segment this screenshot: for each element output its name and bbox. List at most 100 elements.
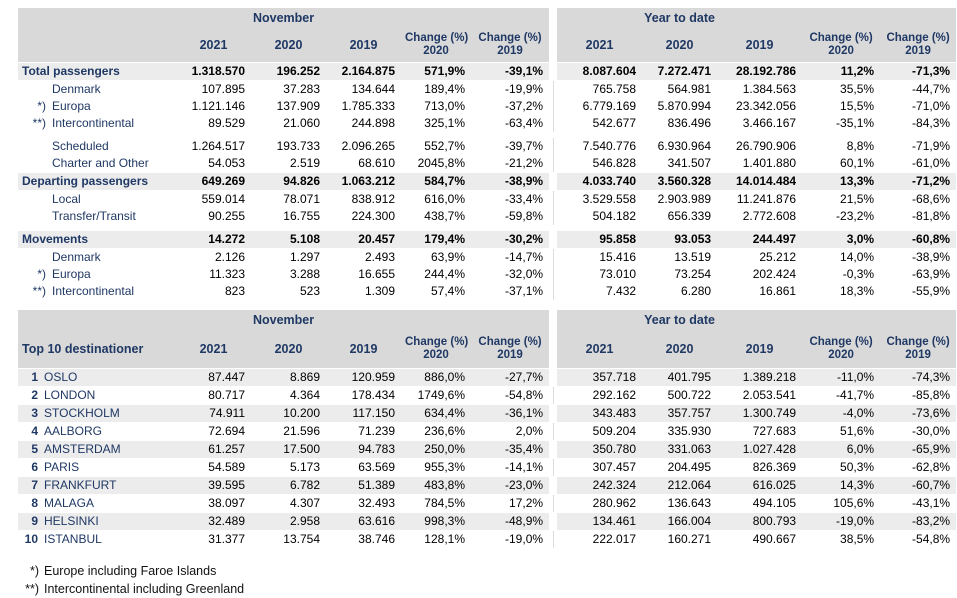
table1-corner-cell xyxy=(18,28,176,62)
value-cell: 2.053.541 xyxy=(742,387,797,402)
value-cell: 823 xyxy=(224,284,245,298)
stat-row: Local 559.014 78.071 838.912 616,0% -33,4% 3.5… xyxy=(18,190,956,208)
value-cell: 1.300.749 xyxy=(717,403,803,423)
value-cell: 1.785.333 xyxy=(341,98,395,113)
col-nov-2020: 2020 xyxy=(251,330,326,368)
row-label: Scheduled xyxy=(52,138,109,153)
group-header-filler xyxy=(802,310,957,330)
value-cell: 325,1% xyxy=(424,115,465,130)
col-ytd-2021: 2021 xyxy=(557,28,643,62)
block-divider xyxy=(549,207,558,225)
footnotes: *) Europe including Faroe Islands **) Inte… xyxy=(18,562,957,598)
block-divider xyxy=(549,310,558,330)
value-cell: -61,0% xyxy=(912,155,951,170)
value-cell: 331.063 xyxy=(642,439,718,459)
value-cell: 1.384.563 xyxy=(742,81,797,96)
value-cell: 1.309 xyxy=(364,284,395,298)
change-label: Change (%) xyxy=(809,31,873,44)
row-label: STOCKHOLM xyxy=(44,405,120,420)
value-cell: 95.858 xyxy=(557,230,643,249)
value-cell: -48,9% xyxy=(471,511,550,531)
value-cell: 90.255 xyxy=(208,208,245,223)
value-cell: 17,2% xyxy=(509,495,544,510)
value-cell: 8.869 xyxy=(251,367,326,387)
row-label-cell: *) Europa xyxy=(18,266,176,283)
row-label: Intercontinental xyxy=(52,115,135,130)
group-header-row: November Year to date xyxy=(18,8,957,28)
block-divider xyxy=(549,530,558,548)
row-label: Europa xyxy=(52,267,91,281)
value-cell: 21.060 xyxy=(283,115,320,130)
value-cell: -38,9% xyxy=(912,250,951,264)
rank: 4 xyxy=(31,423,38,438)
section-gap xyxy=(18,224,957,231)
block-divider xyxy=(549,511,558,531)
value-cell: -39,1% xyxy=(471,61,550,81)
value-cell: 63.616 xyxy=(326,511,401,531)
value-cell: 542.677 xyxy=(592,115,637,130)
value-cell: 335.930 xyxy=(667,423,712,438)
footnote-marker: **) xyxy=(32,284,46,298)
value-cell: 21,5% xyxy=(840,191,875,206)
stat-row: *) Europa 11.323 3.288 16.655 244,4% -32,0% 73.… xyxy=(18,266,956,283)
value-cell: 80.717 xyxy=(208,387,245,402)
value-cell: 23.342.056 xyxy=(736,98,797,113)
rank: 6 xyxy=(31,459,38,474)
value-cell: -23,2% xyxy=(836,208,875,223)
value-cell: -71,2% xyxy=(880,171,957,191)
stat-row: **) Intercontinental 823 523 1.309 57,4% -37,1… xyxy=(18,283,956,300)
row-label: LONDON xyxy=(44,387,96,402)
value-cell: 250,0% xyxy=(401,439,471,459)
destination-row: 10 ISTANBUL 31.377 13.754 38.746 128,1% -19,0%… xyxy=(18,530,956,548)
footnote-marker: *) xyxy=(29,563,39,578)
value-cell: -35,4% xyxy=(471,439,550,459)
value-cell: 784,5% xyxy=(424,495,465,510)
value-cell: 242.324 xyxy=(557,475,643,495)
value-cell: 14,0% xyxy=(840,250,875,264)
row-label: PARIS xyxy=(44,459,80,474)
value-cell: 7.540.776 xyxy=(582,138,637,153)
stat-row: Transfer/Transit 90.255 16.755 224.300 438,7… xyxy=(18,207,956,225)
value-cell: -37,1% xyxy=(505,284,544,298)
value-cell: 38.746 xyxy=(358,531,395,546)
value-cell: 1.389.218 xyxy=(717,367,803,387)
value-cell: 51.389 xyxy=(326,475,401,495)
block-divider xyxy=(549,230,558,249)
value-cell: -41,7% xyxy=(836,387,875,402)
value-cell: 73.010 xyxy=(599,267,637,281)
value-cell: 224.300 xyxy=(351,208,395,223)
value-cell: 196.252 xyxy=(251,61,326,81)
value-cell: 39.595 xyxy=(176,475,251,495)
value-cell: 15,5% xyxy=(840,98,875,113)
value-cell: 107.895 xyxy=(201,81,245,96)
value-cell: -4,0% xyxy=(802,403,881,423)
value-cell: -32,0% xyxy=(505,267,544,281)
value-cell: -37,2% xyxy=(505,98,544,113)
value-cell: 500.722 xyxy=(667,387,712,402)
col-nov-2019: 2019 xyxy=(326,28,401,62)
value-cell: 584,7% xyxy=(401,171,471,191)
section-gap-cell xyxy=(18,224,957,231)
value-cell: 490.667 xyxy=(752,531,797,546)
change-year: 2019 xyxy=(905,348,931,361)
value-cell: 3.560.328 xyxy=(642,171,718,191)
value-cell: 1.027.428 xyxy=(717,439,803,459)
col-ytd-2020: 2020 xyxy=(642,330,718,368)
value-cell: 3.466.167 xyxy=(742,115,797,130)
value-cell: 137.909 xyxy=(276,98,320,113)
change-year: 2020 xyxy=(423,348,449,361)
year-to-date-group-label: Year to date xyxy=(557,8,803,28)
row-label-cell: **) Intercontinental xyxy=(18,115,176,132)
value-cell: 37.283 xyxy=(283,81,320,96)
row-label: Movements xyxy=(22,232,89,246)
row-label: MALAGA xyxy=(44,495,95,510)
column-header-row: 2021 2020 2019 Change (%) 2020 Change (%)… xyxy=(18,28,957,62)
value-cell: 616.025 xyxy=(717,475,803,495)
change-year: 2019 xyxy=(905,44,931,57)
col-nov-2019: 2019 xyxy=(326,330,401,368)
value-cell: 11,2% xyxy=(802,61,881,81)
value-cell: -11,0% xyxy=(802,367,881,387)
block-divider xyxy=(549,97,558,115)
block-divider xyxy=(549,171,558,191)
